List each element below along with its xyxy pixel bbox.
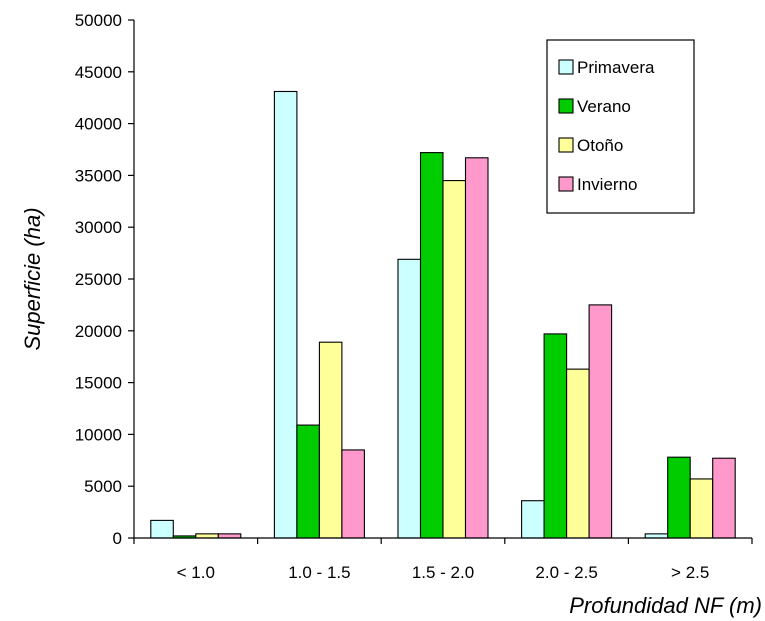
bar-verano-2 [296,424,320,539]
y-tick-label: 30000 [75,218,122,237]
x-tick-label: > 2.5 [671,563,709,582]
bar-invierno-4 [588,304,613,539]
bar-otoño-2 [318,341,343,539]
bar-primavera-1 [150,519,174,539]
y-tick-label: 15000 [75,374,122,393]
bar-verano-3 [419,152,444,539]
bar-otoño-4 [566,368,590,539]
y-tick-label: 10000 [75,425,122,444]
bar-otoño-3 [442,180,467,539]
x-tick-label: 1.5 - 2.0 [412,563,474,582]
legend-swatch [558,176,574,192]
legend-label: Verano [577,97,631,116]
x-axis-ticks: < 1.0 1.0 - 1.5 1.5 - 2.0 2.0 - 2.5 > 2.5 [133,538,753,582]
bar-otoño-1 [195,533,219,539]
y-tick-label: 25000 [75,270,122,289]
legend: Primavera Verano Otoño Invierno [546,39,695,214]
bar-primavera-3 [397,258,422,539]
y-tick-label: 50000 [75,11,122,30]
legend-swatch [558,59,574,75]
y-tick-label: 40000 [75,115,122,134]
y-tick-label: 0 [113,529,122,548]
legend-swatch [558,137,574,153]
y-axis-title: Superficie (ha) [20,207,45,350]
bar-primavera-2 [273,90,298,539]
x-tick-label: 2.0 - 2.5 [535,563,597,582]
legend-label: Invierno [577,175,637,194]
x-axis-title: Profundidad NF (m) [569,593,762,618]
bar-invierno-2 [341,449,365,539]
y-tick-label: 20000 [75,322,122,341]
legend-label: Primavera [577,58,655,77]
bar-verano-5 [667,456,691,539]
y-tick-label: 5000 [84,477,122,496]
bar-primavera-4 [521,500,545,539]
y-tick-label: 35000 [75,166,122,185]
legend-swatch [558,98,574,114]
bar-otoño-5 [689,478,714,539]
legend-label: Otoño [577,136,623,155]
bar-verano-4 [543,333,568,539]
y-tick-label: 45000 [75,63,122,82]
bar-invierno-1 [217,533,242,539]
x-tick-label: < 1.0 [177,563,215,582]
y-axis-ticks: 0 5000 10000 15000 20000 25000 30000 35000 40000… [75,11,134,548]
bar-primavera-5 [644,533,669,539]
bar-invierno-3 [464,157,489,539]
x-tick-label: 1.0 - 1.5 [288,563,350,582]
bar-invierno-5 [712,457,736,539]
